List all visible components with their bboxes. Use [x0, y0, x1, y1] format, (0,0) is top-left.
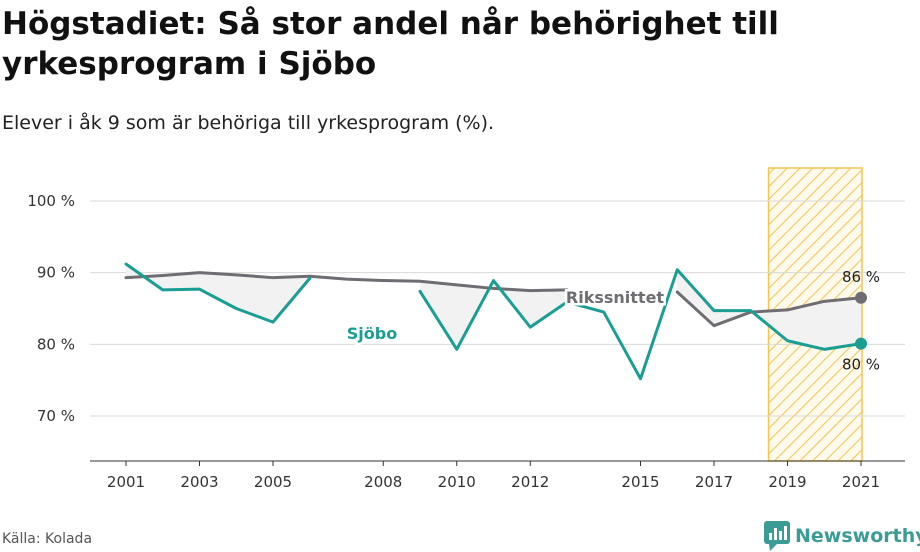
x-tick-label: 2008: [364, 473, 402, 491]
y-tick-label: 80 %: [37, 335, 75, 353]
y-tick-label: 70 %: [37, 407, 75, 425]
series-line-rikssnittet: [675, 290, 863, 328]
area-between-series: [420, 280, 567, 350]
y-tick-label: 100 %: [27, 192, 75, 210]
x-tick-label: 2012: [511, 473, 549, 491]
chart-title: Högstadiet: Så stor andel når behörighet…: [2, 6, 779, 82]
brand-logo: Newsworthy: [764, 520, 920, 552]
series-line-rikssnittet: [124, 271, 569, 293]
x-tick-label: 2010: [438, 473, 476, 491]
x-tick-label: 2005: [254, 473, 292, 491]
newsworthy-logo-icon: [764, 521, 790, 551]
x-tick-label: 2019: [768, 473, 806, 491]
source-note: Källa: Kolada: [2, 531, 93, 547]
x-tick-label: 2021: [842, 473, 880, 491]
end-point-rikssnittet: [855, 291, 867, 304]
series-label-rikssnittet: Rikssnittet: [566, 288, 665, 307]
x-tick-label: 2017: [695, 473, 733, 491]
y-tick-label: 90 %: [37, 264, 75, 282]
end-label-rikssnittet: 86 %: [842, 268, 880, 286]
x-tick-label: 2015: [621, 473, 659, 491]
area-between-series: [677, 269, 861, 350]
series-label-sjobo: Sjöbo: [347, 324, 397, 343]
x-tick-label: 2003: [180, 473, 218, 491]
series-line-sjobo: [418, 268, 863, 381]
end-point-sjobo: [855, 337, 867, 350]
brand-name: Newsworthy: [795, 525, 920, 547]
chart-subtitle: Elever i åk 9 som är behöriga till yrkes…: [2, 112, 495, 134]
series-line-sjobo: [124, 262, 312, 324]
end-label-sjobo: 80 %: [842, 356, 880, 374]
x-tick-label: 2001: [107, 473, 145, 491]
area-between-series: [126, 264, 310, 323]
